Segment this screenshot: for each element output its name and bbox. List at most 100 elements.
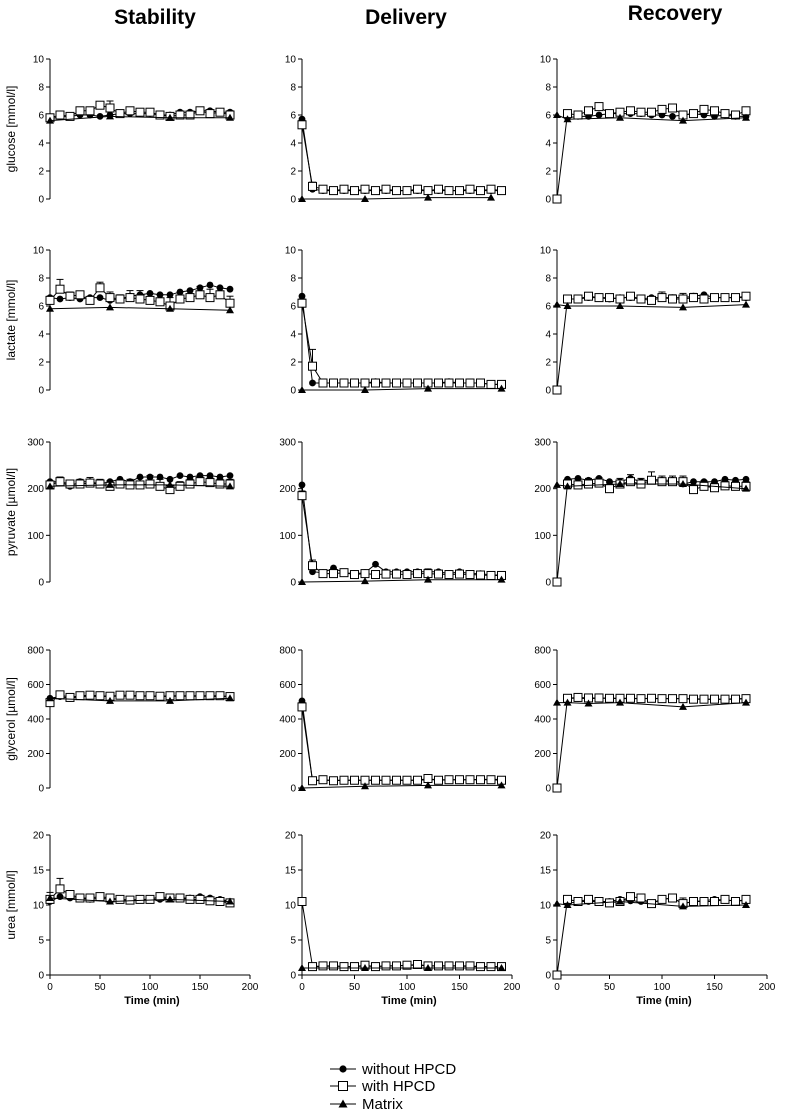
data-point <box>423 186 433 196</box>
chart-panel: 0 2 4 6 8 10 <box>540 246 751 397</box>
data-point <box>668 893 677 903</box>
data-point <box>699 694 709 704</box>
data-point <box>647 295 656 305</box>
data-point <box>46 894 54 901</box>
data-point <box>465 378 475 388</box>
y-tick-label: 4 <box>545 139 551 150</box>
data-point <box>85 106 95 116</box>
y-tick-label: 100 <box>534 531 551 542</box>
y-tick-label: 400 <box>27 715 44 726</box>
data-point <box>689 485 698 495</box>
y-tick-label: 10 <box>540 246 552 257</box>
data-point <box>55 884 65 894</box>
data-point <box>125 895 135 905</box>
data-point <box>710 293 719 303</box>
data-point <box>616 302 624 309</box>
x-tick-label: 200 <box>242 982 259 993</box>
y-tick-label: 20 <box>285 831 297 842</box>
y-tick-label: 0 <box>290 578 296 589</box>
data-point <box>297 491 307 501</box>
y-tick-label: 0 <box>38 578 44 589</box>
data-point <box>392 569 401 579</box>
chart-panel: 0 2 4 6 8 10 lactate [mmol/l] <box>4 246 235 397</box>
data-point <box>563 482 572 490</box>
data-point <box>424 964 432 971</box>
y-tick-label: 20 <box>540 831 552 842</box>
x-tick-label: 150 <box>706 982 723 993</box>
y-tick-label: 8 <box>545 83 551 94</box>
data-point <box>690 478 697 486</box>
data-point <box>115 294 125 304</box>
y-axis-label: glycerol [µmol/l] <box>4 677 18 761</box>
data-point <box>486 775 496 785</box>
data-point <box>616 897 624 905</box>
data-point <box>145 691 155 701</box>
data-point <box>742 300 750 308</box>
data-point <box>678 294 688 304</box>
data-point <box>487 193 495 201</box>
data-point <box>626 693 635 703</box>
y-tick-label: 2 <box>38 167 44 178</box>
y-tick-label: 0 <box>38 971 44 982</box>
data-point <box>361 964 369 971</box>
data-point <box>486 962 496 972</box>
column-title-recovery: Recovery <box>628 2 723 25</box>
column-title-stability: Stability <box>114 6 196 29</box>
data-point <box>668 694 677 704</box>
chart-panel: 0 2 4 6 8 10 <box>285 55 506 206</box>
y-tick-label: 600 <box>279 680 296 691</box>
series-line <box>301 495 502 576</box>
data-point <box>185 691 195 701</box>
data-point <box>402 186 412 196</box>
y-tick-label: 2 <box>290 358 296 369</box>
data-point <box>318 775 328 785</box>
data-point <box>329 961 338 971</box>
data-point <box>573 692 583 702</box>
y-tick-label: 200 <box>534 484 551 495</box>
data-point <box>361 386 369 393</box>
data-point <box>381 961 391 971</box>
chart-panel: 0 200 400 600 800 <box>279 646 506 795</box>
y-tick-label: 10 <box>285 246 297 257</box>
data-point <box>361 577 369 585</box>
filled-circle-icon <box>339 1065 347 1073</box>
y-tick-label: 200 <box>27 484 44 495</box>
series-line <box>567 113 746 119</box>
data-point <box>402 570 412 580</box>
x-tick-label: 0 <box>554 982 560 993</box>
legend-label-without-hpcd: without HPCD <box>361 1061 456 1078</box>
data-point <box>329 776 338 786</box>
data-point <box>497 384 506 392</box>
data-point <box>75 290 85 300</box>
data-point <box>563 698 572 706</box>
data-point <box>372 560 379 568</box>
data-point <box>56 295 64 303</box>
y-tick-label: 2 <box>38 358 44 369</box>
y-tick-label: 0 <box>38 784 44 795</box>
data-point <box>85 690 95 700</box>
x-tick-label: 0 <box>47 982 53 993</box>
data-point <box>297 702 307 712</box>
data-point <box>75 893 85 903</box>
data-point <box>135 691 145 701</box>
data-point <box>657 477 667 487</box>
data-point <box>360 184 370 194</box>
data-point <box>434 775 443 785</box>
data-point <box>85 478 95 488</box>
data-point <box>636 294 646 304</box>
x-tick-label: 100 <box>654 982 671 993</box>
chart-panel: 0 200 400 600 800 <box>534 646 751 795</box>
data-point <box>46 304 54 312</box>
y-tick-label: 600 <box>27 680 44 691</box>
data-point <box>206 472 214 479</box>
data-point <box>186 473 194 481</box>
data-point <box>679 116 687 124</box>
data-point <box>195 691 205 701</box>
data-point <box>455 378 464 388</box>
data-point <box>125 293 135 303</box>
data-point <box>75 691 85 701</box>
data-point <box>616 698 624 706</box>
series-line <box>49 897 231 903</box>
